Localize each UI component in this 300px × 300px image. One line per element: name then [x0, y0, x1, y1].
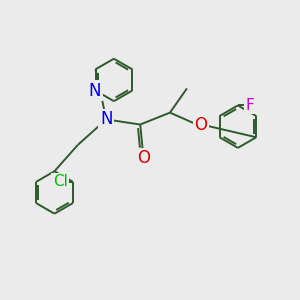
Text: O: O — [137, 149, 150, 167]
Text: Cl: Cl — [53, 174, 68, 189]
Text: F: F — [246, 98, 255, 113]
Text: O: O — [194, 116, 208, 134]
Text: N: N — [100, 110, 112, 128]
Text: N: N — [88, 82, 101, 100]
